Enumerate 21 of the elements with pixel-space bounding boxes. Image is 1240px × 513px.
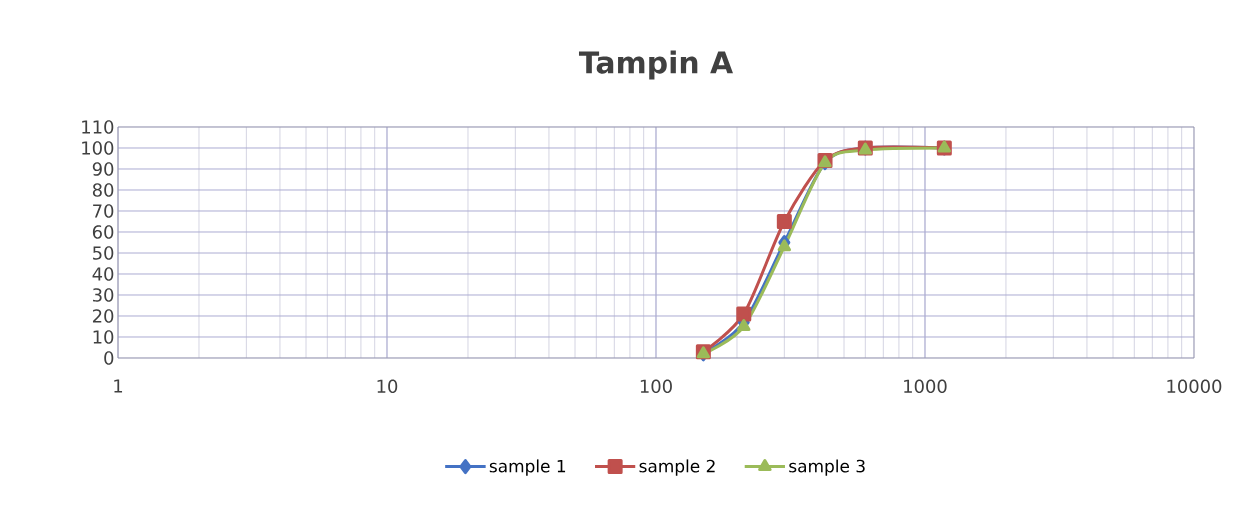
legend-label: sample 2: [639, 459, 715, 476]
y-tick-label: 0: [104, 351, 114, 365]
y-tick-label: 30: [93, 288, 114, 302]
y-tick-label: 40: [92, 267, 114, 281]
y-tick-label: 20: [92, 309, 114, 323]
y-tick-label: 90: [92, 162, 114, 176]
chart-title: Tampin A: [578, 50, 733, 80]
x-tick-label: 1: [114, 379, 123, 393]
y-tick-label: 60: [92, 225, 114, 239]
legend-label: sample 3: [789, 459, 865, 476]
y-tick-label: 10: [93, 330, 114, 344]
y-tick-label: 110: [82, 120, 114, 134]
x-tick-label: 10: [377, 379, 398, 394]
x-tick-label: 1000: [904, 379, 947, 394]
y-tick-label: 100: [82, 141, 114, 155]
y-tick-label: 50: [93, 246, 114, 260]
legend-label: sample 1: [489, 459, 566, 476]
x-tick-label: 100: [640, 379, 672, 394]
y-tick-label: 70: [93, 204, 114, 218]
y-tick-label: 80: [92, 183, 114, 197]
x-tick-label: 10000: [1167, 379, 1222, 394]
